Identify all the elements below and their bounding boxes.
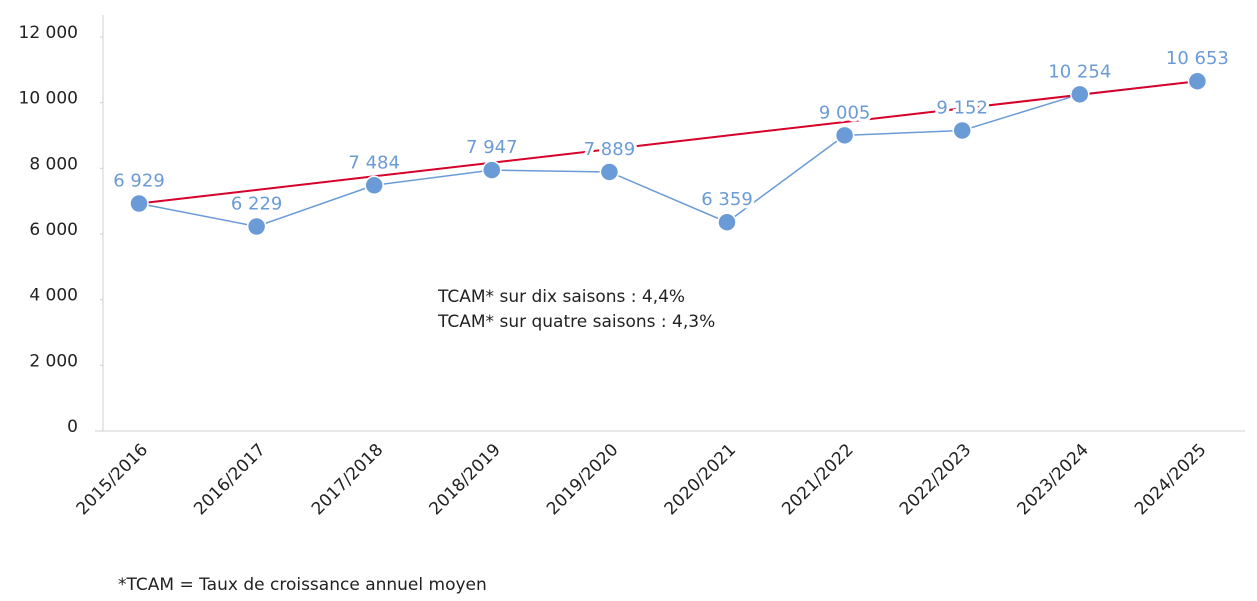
y-tick-label: 0 (67, 417, 78, 437)
x-tick-label: 2018/2019 (425, 440, 504, 519)
value-label: 7 947 (466, 137, 518, 158)
x-tick-label: 2017/2018 (308, 440, 387, 519)
footnote: *TCAM = Taux de croissance annuel moyen (118, 575, 487, 595)
point (482, 160, 502, 180)
x-tick-label: 2016/2017 (190, 440, 269, 519)
point (364, 175, 384, 196)
value-label: 7 889 (584, 139, 636, 160)
x-tick-label: 2022/2023 (896, 440, 975, 519)
y-tick-label: 2 000 (29, 351, 78, 371)
y-tick-label: 6 000 (29, 220, 78, 240)
y-tick-label: 4 000 (29, 286, 78, 306)
value-label: 6 929 (113, 170, 165, 191)
x-tick-label: 2020/2021 (661, 440, 740, 519)
y-tick-label: 10 000 (19, 89, 78, 109)
line (138, 80, 1198, 228)
x-tick-label: 2021/2022 (778, 440, 857, 519)
x-tick-label: 2024/2025 (1131, 440, 1210, 519)
annotation: TCAM* sur dix saisons : 4,4% (437, 287, 685, 307)
point (129, 193, 149, 214)
value-label: 10 653 (1166, 48, 1229, 69)
value-label: 10 254 (1048, 61, 1111, 82)
y-tick-label: 8 000 (29, 154, 78, 174)
value-label: 7 484 (348, 152, 400, 173)
point (1070, 84, 1090, 105)
value-label: 6 359 (701, 189, 753, 210)
point (717, 212, 737, 232)
x-tick-label: 2023/2024 (1013, 440, 1092, 519)
point (599, 162, 620, 182)
y-tick-label: 12 000 (19, 23, 78, 43)
point (952, 120, 972, 141)
value-label: 9 152 (936, 98, 988, 119)
point (246, 216, 267, 237)
x-tick-label: 2019/2020 (543, 440, 622, 519)
annotation: TCAM* sur quatre saisons : 4,3% (437, 312, 715, 332)
point (1187, 71, 1208, 91)
trend-arrow (138, 77, 1199, 205)
point (834, 125, 855, 146)
value-label: 6 229 (231, 193, 283, 214)
value-label: 9 005 (819, 102, 871, 123)
x-tick-label: 2015/2016 (73, 440, 152, 519)
